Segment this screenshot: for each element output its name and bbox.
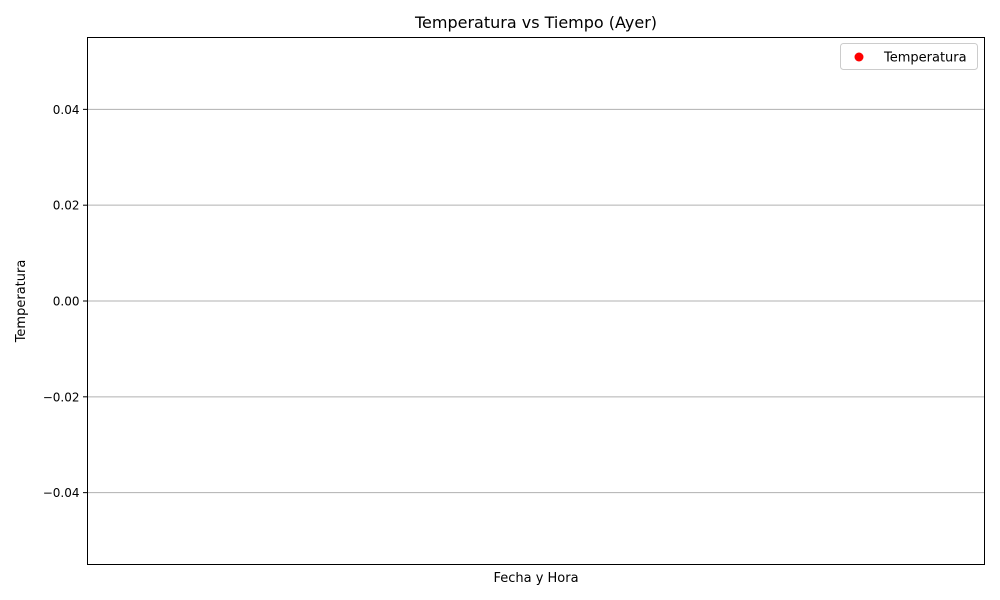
legend-marker <box>854 52 864 62</box>
legend: Temperatura <box>840 43 978 70</box>
y-tick-label: −0.02 <box>43 390 80 404</box>
y-tick-label: 0.04 <box>53 103 80 117</box>
y-tick-label: 0.02 <box>53 199 80 213</box>
y-axis-label: Temperatura <box>14 260 29 344</box>
y-tick-label: −0.04 <box>43 486 80 500</box>
y-axis-ticks: 0.04 0.02 0.00 −0.02 −0.04 <box>43 103 88 500</box>
grid-lines <box>87 108 985 494</box>
x-axis-label: Fecha y Hora <box>493 571 578 586</box>
legend-box <box>840 43 978 70</box>
legend-label-temperatura: Temperatura <box>883 51 967 66</box>
y-tick-label: 0.00 <box>53 295 80 309</box>
chart-title: Temperatura vs Tiempo (Ayer) <box>414 13 657 32</box>
